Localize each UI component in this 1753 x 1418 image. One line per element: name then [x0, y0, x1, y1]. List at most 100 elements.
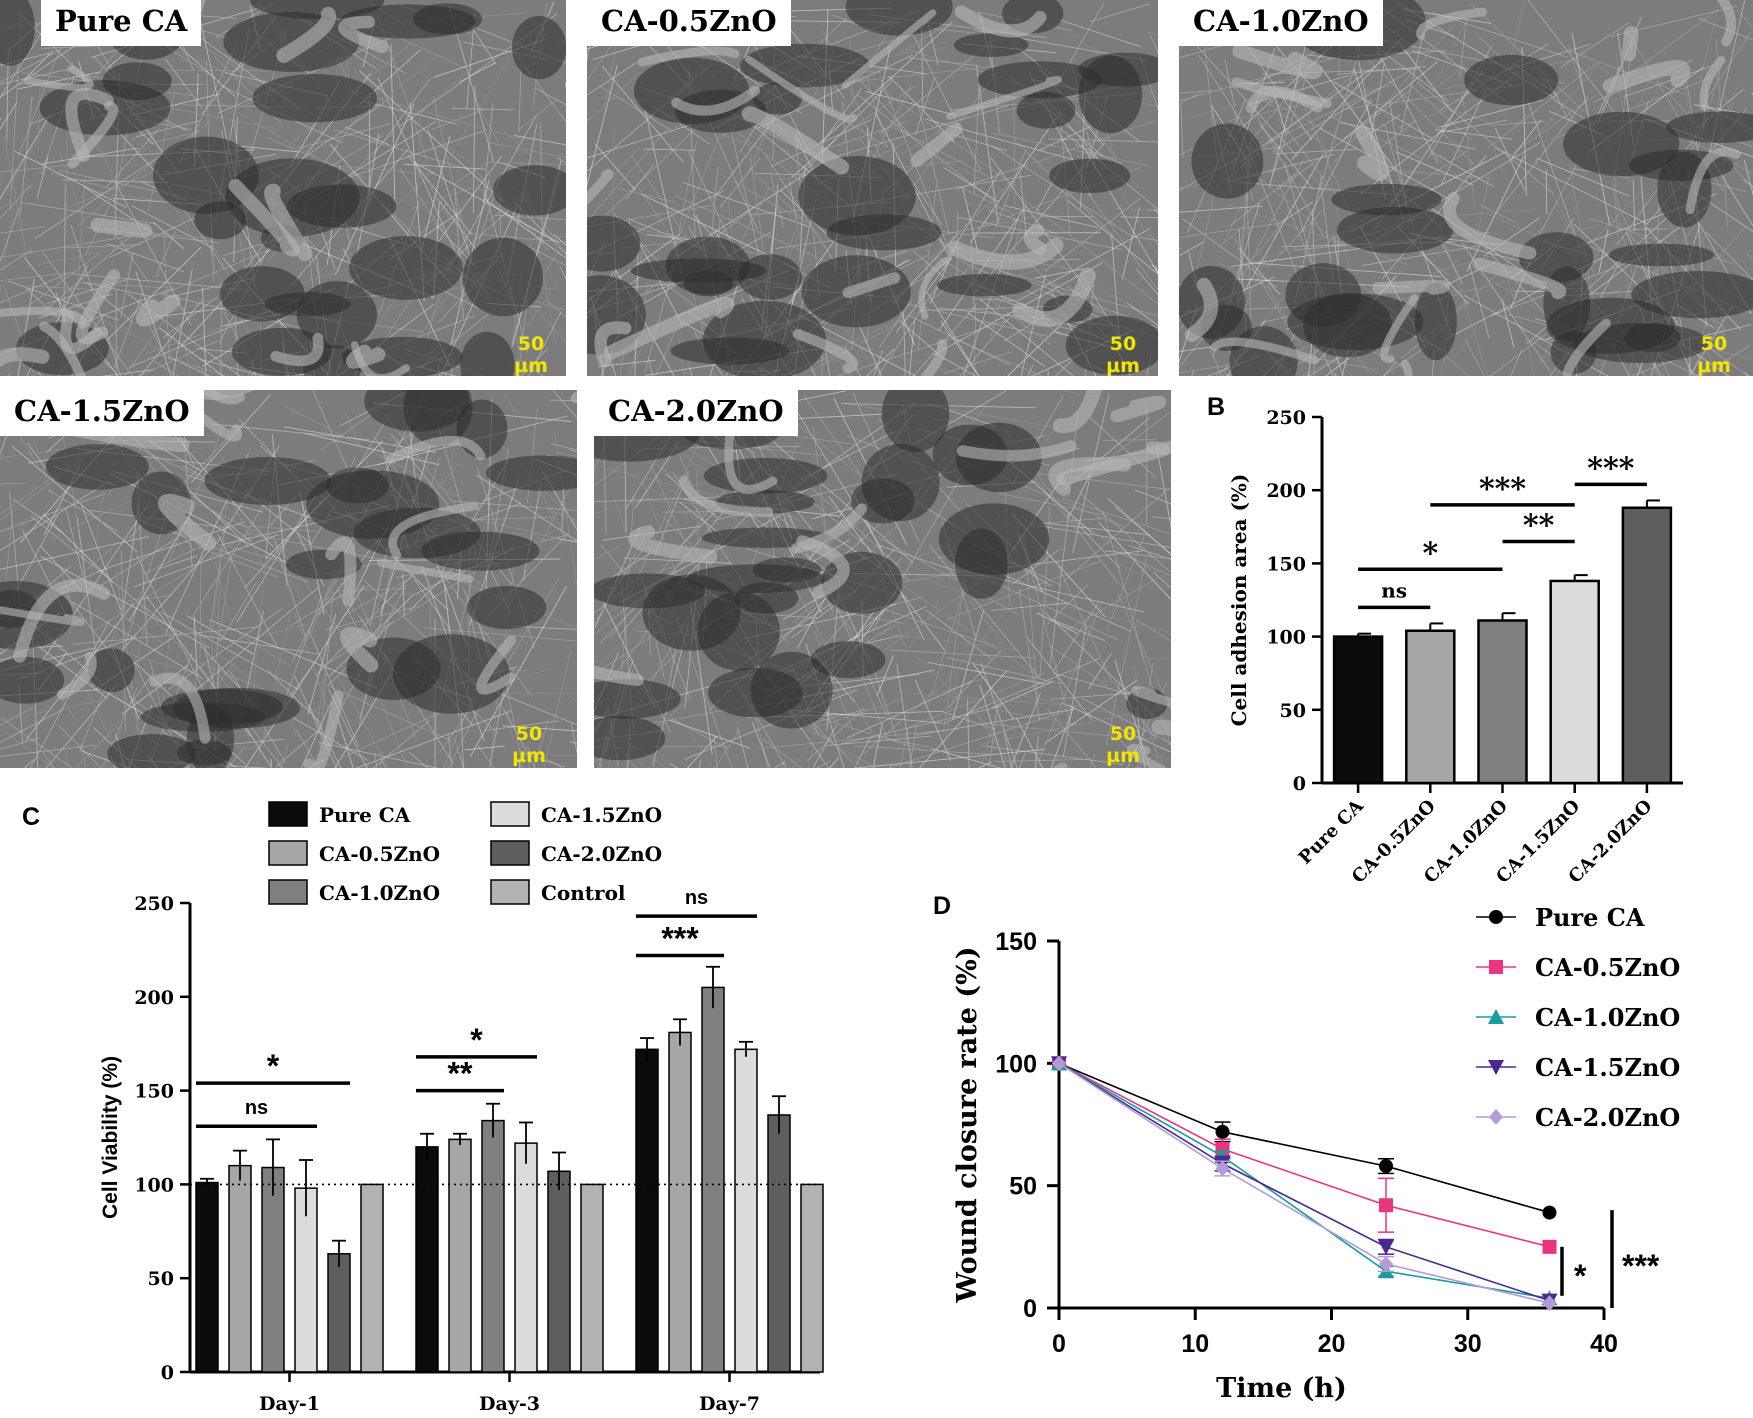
- series-line: [1058, 1062, 1550, 1304]
- x-tick-label: 40: [1590, 1330, 1618, 1358]
- sem-image-ca-05zno: CA-0.5ZnO 50 µm: [587, 0, 1158, 376]
- sem-image-ca-15zno: CA-1.5ZnO 50 µm: [0, 390, 577, 768]
- y-tick-label: 0: [161, 1362, 174, 1384]
- y-tick-label: 150: [134, 1081, 174, 1103]
- sem-label: CA-0.5ZnO: [587, 0, 791, 46]
- data-point: [1488, 1009, 1504, 1024]
- legend-label: CA-1.5ZnO: [541, 803, 662, 827]
- bar: [1477, 619, 1528, 785]
- significance-label: ***: [1587, 451, 1634, 486]
- data-point: [1215, 1160, 1230, 1177]
- significance-label: *: [1574, 1258, 1587, 1294]
- series-3: [1051, 1056, 1558, 1309]
- data-point: [1052, 1055, 1066, 1072]
- x-tick-label: Day-3: [479, 1393, 540, 1415]
- legend-label: CA-2.0ZnO: [1535, 1103, 1680, 1132]
- legend-label: Control: [541, 881, 626, 905]
- bar: [1549, 579, 1600, 785]
- y-tick-label: 0: [1023, 1295, 1037, 1323]
- significance-label: **: [448, 1056, 473, 1092]
- series-line: [1058, 1062, 1550, 1302]
- legend-label: CA-1.0ZnO: [1535, 1003, 1680, 1032]
- sem-label: CA-1.5ZnO: [0, 390, 204, 436]
- data-point: [1379, 1198, 1393, 1213]
- data-point: [1489, 1109, 1503, 1125]
- x-tick-label: 10: [1181, 1330, 1209, 1358]
- bar: [800, 1183, 824, 1373]
- data-point: [1379, 1255, 1393, 1272]
- y-tick-label: 0: [1293, 773, 1306, 795]
- y-axis-label: Cell adhesion area (%): [1227, 474, 1251, 727]
- series-4: [1052, 1055, 1557, 1312]
- legend-swatch: [268, 879, 308, 905]
- sem-image-ca-20zno: CA-2.0ZnO 50 µm: [594, 390, 1171, 768]
- y-tick-label: 150: [995, 928, 1037, 956]
- data-point: [1489, 910, 1503, 924]
- panel-letter-b: B: [1207, 393, 1226, 421]
- x-tick-label: 30: [1454, 1330, 1482, 1358]
- legend-label: CA-0.5ZnO: [1535, 953, 1680, 982]
- y-tick-label: 50: [1280, 700, 1306, 722]
- significance-label: ns: [685, 887, 708, 909]
- y-axis-label: Cell Viability (%): [99, 1056, 122, 1219]
- y-tick-label: 50: [1009, 1173, 1037, 1201]
- data-point: [1542, 1239, 1557, 1254]
- data-point: [1542, 1295, 1557, 1312]
- data-point: [1542, 1205, 1557, 1220]
- legend-swatch: [268, 840, 308, 866]
- sem-label: Pure CA: [41, 0, 202, 46]
- significance-label: ***: [1479, 472, 1526, 507]
- y-tick-label: 200: [1266, 480, 1306, 502]
- series-0: [1052, 1056, 1557, 1220]
- legend-swatch: [268, 801, 308, 827]
- legend-label: CA-0.5ZnO: [319, 842, 440, 866]
- significance-label: *: [267, 1048, 280, 1084]
- sem-image-pure-ca: Pure CA 50 µm: [0, 0, 566, 376]
- significance-label: *: [1422, 536, 1438, 571]
- data-point: [1488, 1060, 1504, 1075]
- significance-label: **: [1523, 508, 1555, 543]
- x-tick-label: Day-1: [259, 1393, 320, 1415]
- sem-label: CA-1.0ZnO: [1179, 0, 1383, 46]
- y-tick-label: 50: [148, 1268, 174, 1290]
- scale-bar: 50 µm: [1092, 723, 1154, 768]
- legend-swatch: [490, 879, 530, 905]
- significance-label: ns: [1381, 578, 1407, 602]
- panel-letter-d: D: [933, 892, 952, 920]
- x-tick-label: 0: [1052, 1330, 1066, 1358]
- sem-label: CA-2.0ZnO: [594, 390, 798, 436]
- y-tick-label: 100: [134, 1174, 174, 1196]
- x-tick-label: Day-7: [699, 1393, 760, 1415]
- scale-bar: 50 µm: [1092, 333, 1154, 376]
- x-tick-label: 20: [1318, 1330, 1346, 1358]
- y-tick-label: 200: [134, 987, 174, 1009]
- legend-swatch: [490, 840, 530, 866]
- y-tick-label: 150: [1266, 553, 1306, 575]
- data-point: [1489, 960, 1503, 974]
- x-axis-label: Time (h): [1216, 1373, 1347, 1404]
- significance-label: ns: [245, 1097, 268, 1119]
- data-point: [1378, 1239, 1394, 1255]
- y-axis-label: Wound closure rate (%): [952, 947, 983, 1304]
- panel-letter-c: C: [22, 803, 41, 831]
- data-point: [1215, 1124, 1230, 1139]
- data-point: [1379, 1159, 1393, 1174]
- scale-bar: 50 µm: [500, 333, 562, 376]
- sem-image-ca-10zno: CA-1.0ZnO 50 µm: [1179, 0, 1753, 376]
- scale-bar: 50 µm: [498, 723, 560, 768]
- y-tick-label: 250: [1266, 407, 1306, 429]
- series-line: [1058, 1062, 1550, 1248]
- legend-label: CA-1.0ZnO: [319, 881, 440, 905]
- legend-label: Pure CA: [319, 803, 411, 827]
- y-tick-label: 250: [134, 893, 174, 915]
- y-tick-label: 100: [1266, 627, 1306, 649]
- legend-label: CA-2.0ZnO: [541, 842, 662, 866]
- significance-label: ***: [1622, 1248, 1660, 1284]
- series-1: [1052, 1056, 1557, 1254]
- series-line: [1058, 1062, 1550, 1214]
- significance-label: ***: [661, 921, 699, 957]
- series-line: [1058, 1062, 1550, 1300]
